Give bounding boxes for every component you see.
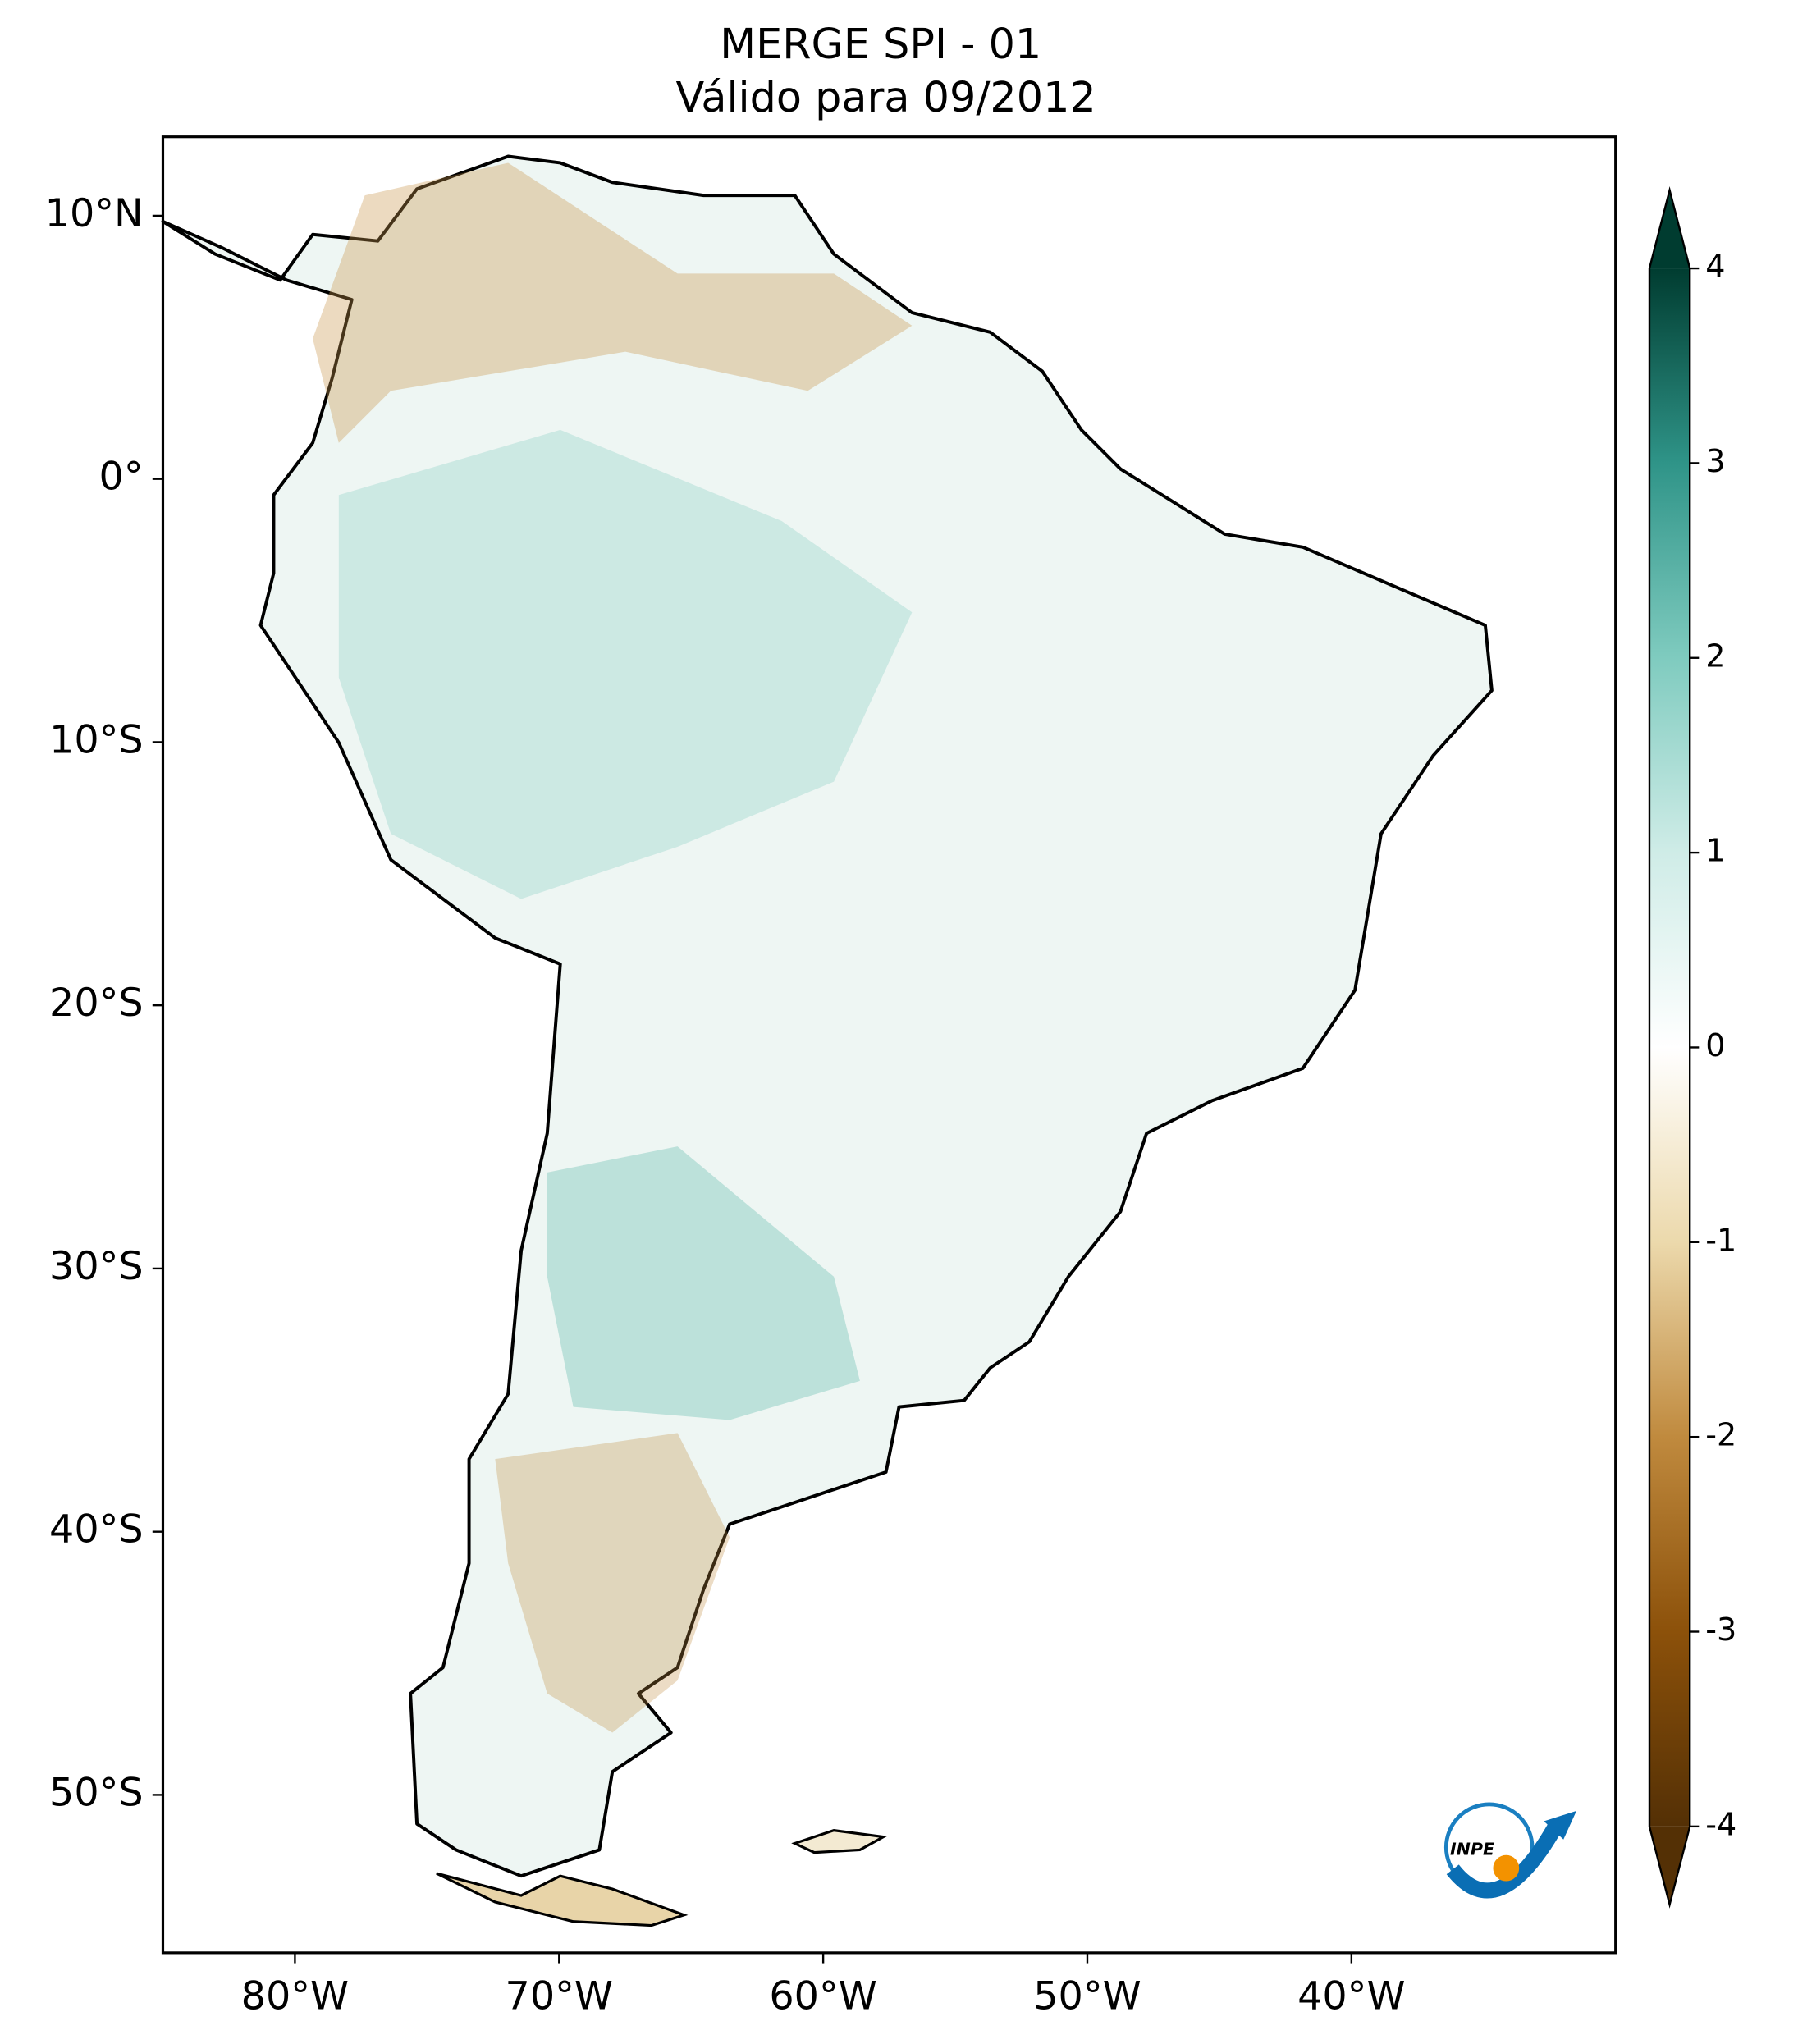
colorbar-tick-label: -3 bbox=[1705, 1612, 1736, 1648]
x-tick-label: 80°W bbox=[241, 1973, 349, 2019]
y-tick-label: 50°S bbox=[49, 1770, 144, 1815]
colorbar-extend-top bbox=[1649, 190, 1690, 269]
island bbox=[436, 1872, 689, 1927]
colorbar-tick-label: -1 bbox=[1705, 1222, 1736, 1258]
colorbar-tick-label: 0 bbox=[1705, 1027, 1725, 1063]
map-panel bbox=[161, 135, 1617, 1955]
y-tick-label: 40°S bbox=[49, 1507, 144, 1552]
logo: INPE bbox=[1443, 1802, 1577, 1899]
x-tick-label: 40°W bbox=[1297, 1973, 1405, 2019]
colorbar-tick-label: 3 bbox=[1705, 443, 1725, 479]
y-tick-label: 10°S bbox=[49, 717, 144, 762]
x-tick-label: 70°W bbox=[506, 1973, 613, 2019]
region-dry bbox=[495, 1433, 730, 1733]
colorbar-tick-label: -2 bbox=[1705, 1417, 1736, 1453]
island bbox=[791, 1829, 888, 1854]
colorbar-tick-label: 1 bbox=[1705, 833, 1725, 869]
region-dry bbox=[313, 162, 913, 443]
colorbar-tick-label: 4 bbox=[1705, 249, 1725, 285]
colorbar-tick-label: -4 bbox=[1705, 1806, 1736, 1842]
colorbar-extend-bottom bbox=[1649, 1826, 1690, 1905]
title-line: Válido para 09/2012 bbox=[676, 73, 1096, 121]
continent bbox=[161, 154, 1494, 1878]
logo-swoosh bbox=[1446, 1820, 1564, 1899]
x-tick-label: 50°W bbox=[1033, 1973, 1141, 2019]
colorbar-tick-label: 2 bbox=[1705, 638, 1725, 674]
y-tick-label: 10°N bbox=[45, 191, 144, 236]
region-wet bbox=[547, 1146, 860, 1420]
y-tick-label: 30°S bbox=[49, 1244, 144, 1289]
map-frame bbox=[161, 135, 1617, 1955]
logo-arrow bbox=[1544, 1810, 1577, 1840]
x-tick-label: 60°W bbox=[769, 1973, 876, 2019]
colorbar-gradient bbox=[1649, 268, 1690, 1827]
y-tick-label: 20°S bbox=[49, 981, 144, 1026]
logo-dot bbox=[1493, 1854, 1520, 1882]
title-line: MERGE SPI - 01 bbox=[720, 20, 1041, 68]
logo-text: INPE bbox=[1450, 1839, 1494, 1859]
y-tick-label: 0° bbox=[99, 455, 144, 500]
region-wet bbox=[338, 429, 913, 899]
colorbar: -4 -3 -2 -1 0 1 2 3 4 bbox=[1648, 186, 1736, 1909]
